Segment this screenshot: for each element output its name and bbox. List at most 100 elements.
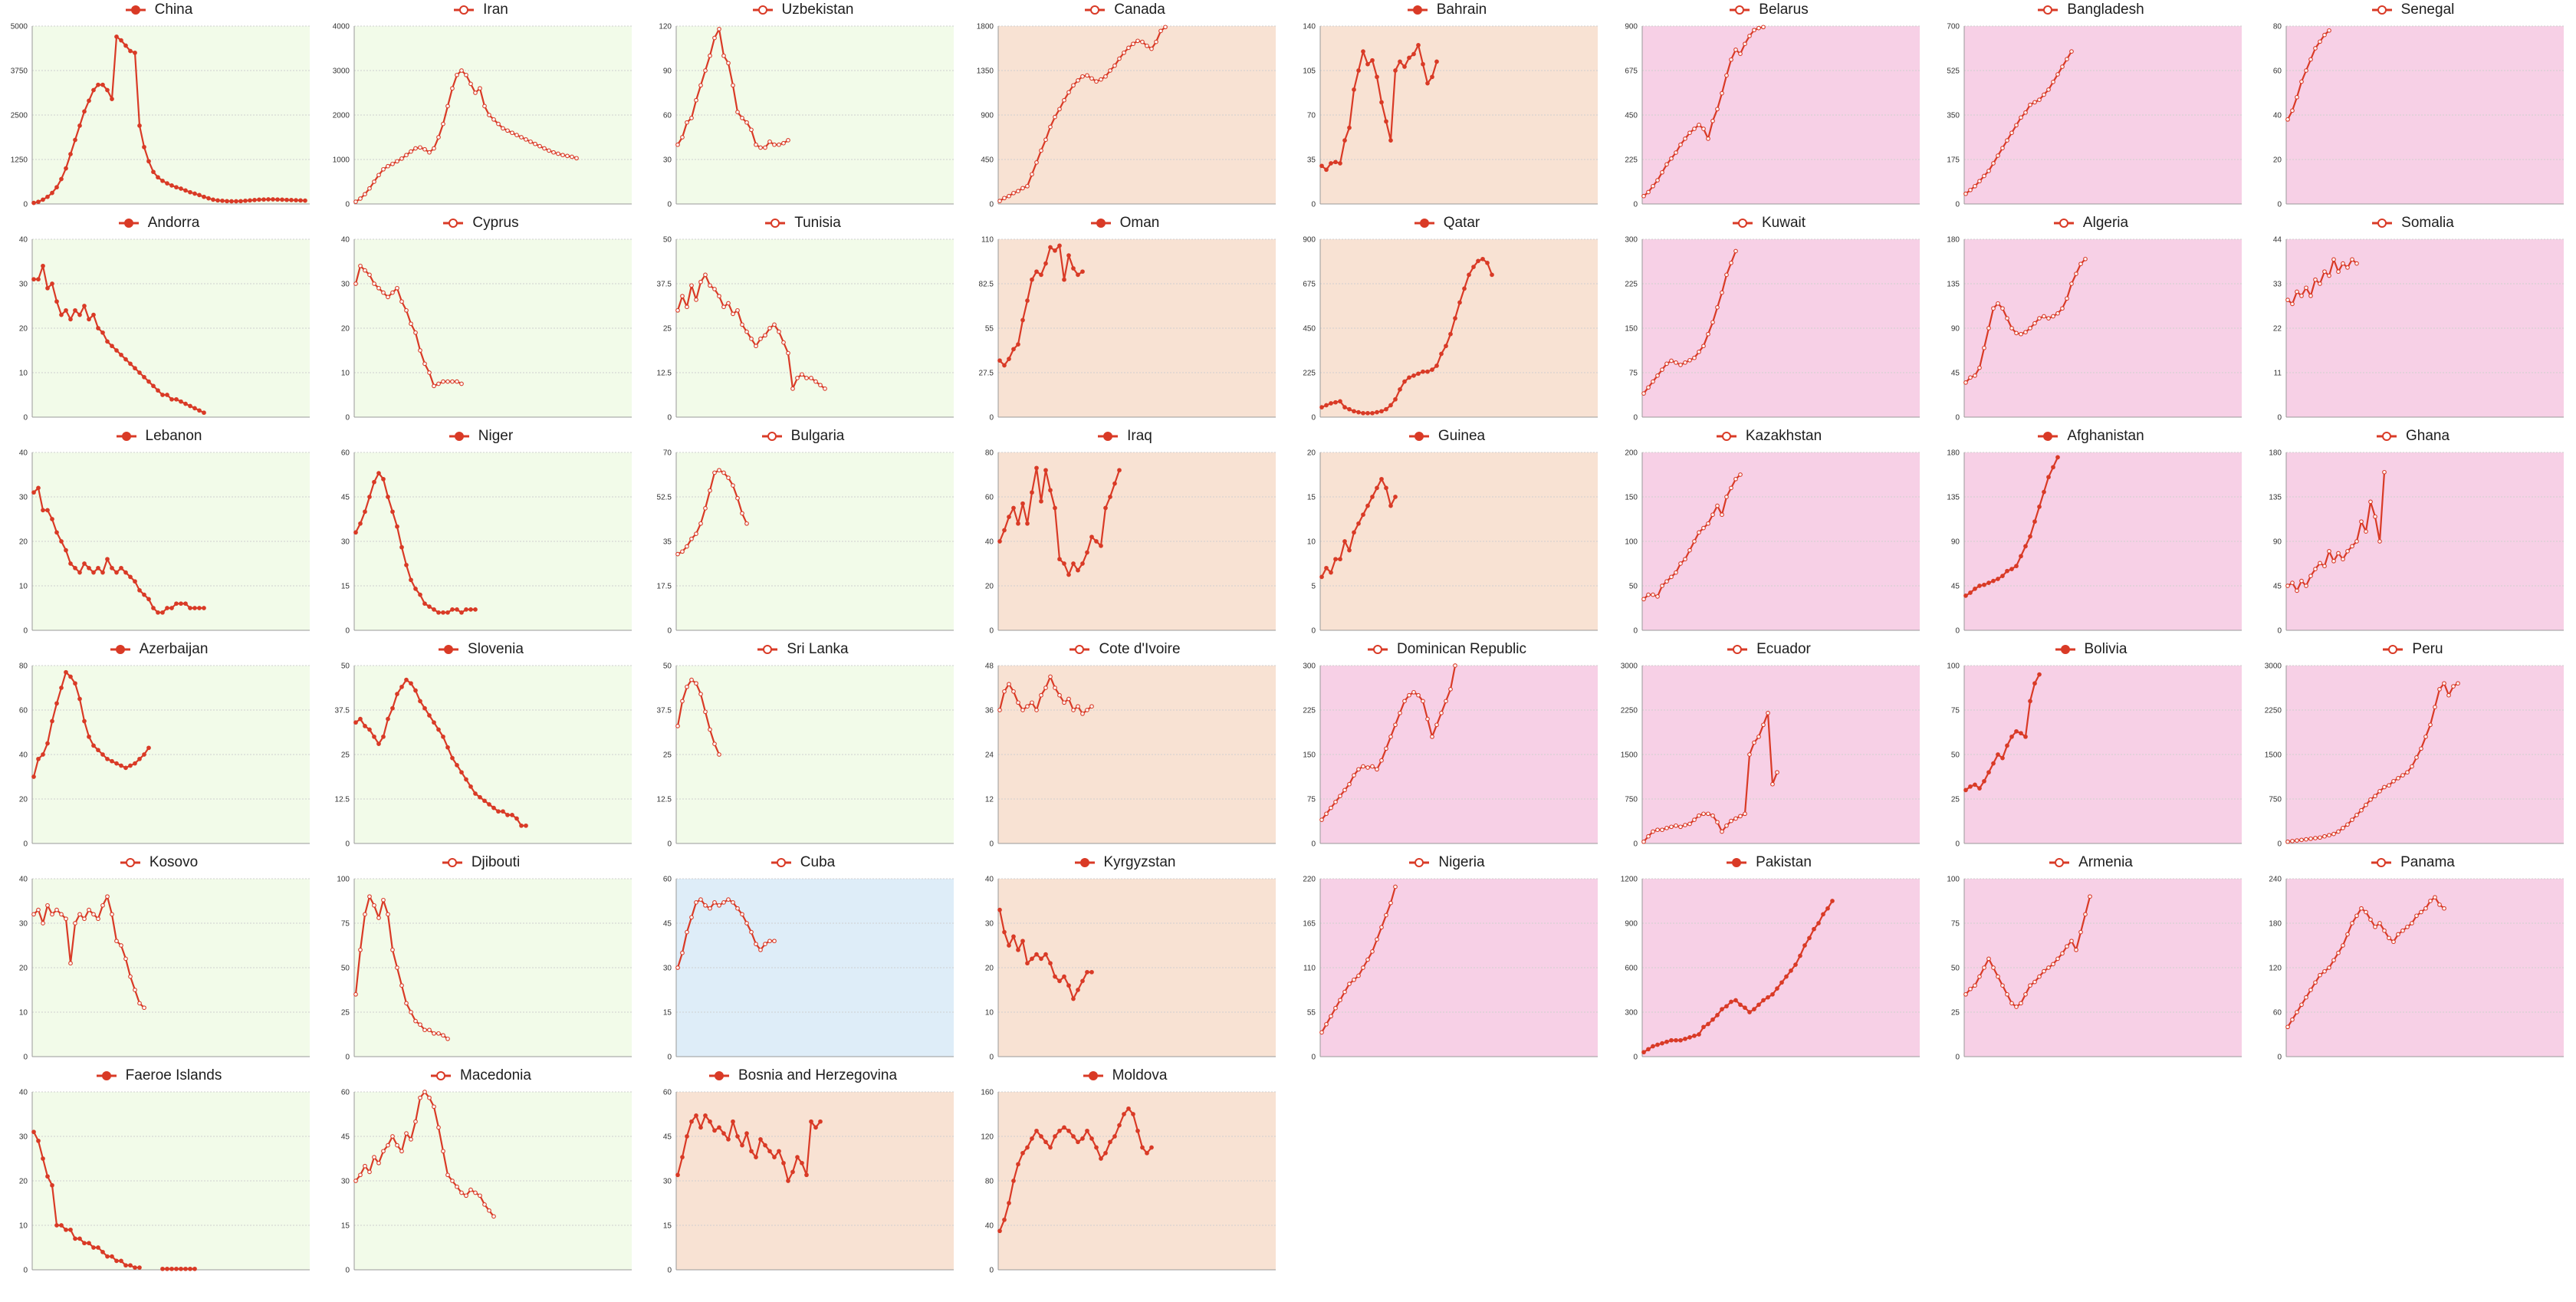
data-point [2290, 301, 2295, 307]
data-point [680, 699, 685, 704]
data-point [432, 720, 436, 725]
data-point [427, 604, 432, 609]
data-point [491, 805, 496, 810]
data-point [372, 903, 376, 908]
data-point [1319, 817, 1324, 822]
chart-title-text: Bangladesh [2067, 2, 2144, 18]
y-tick-label: 3000 [333, 67, 350, 76]
chart-panel: Nigeria 0 55 110 165 220 [1288, 853, 1605, 1061]
data-point [1020, 186, 1025, 191]
data-point [1701, 1024, 1706, 1030]
y-tick-label: 0 [1633, 1054, 1638, 1062]
data-point [482, 798, 487, 804]
data-point [1333, 1005, 1338, 1011]
data-point [36, 756, 41, 761]
data-point [1370, 764, 1375, 769]
y-tick-label: 50 [1951, 965, 1960, 973]
data-point [110, 565, 114, 570]
y-tick-label: 135 [1947, 281, 1960, 289]
y-tick-label: 165 [1303, 920, 1316, 929]
chart-title: Ecuador [1610, 639, 1927, 659]
data-point [2327, 273, 2331, 278]
data-point [2042, 968, 2046, 974]
data-point [363, 192, 367, 197]
data-point [1669, 824, 1674, 830]
data-point [2014, 1004, 2019, 1009]
data-point [455, 1184, 459, 1189]
y-tick-label: 20 [19, 325, 28, 334]
chart-title: Kuwait [1610, 213, 1927, 233]
data-point [2037, 974, 2042, 979]
data-point [2308, 988, 2313, 992]
data-point [1453, 316, 1457, 321]
y-tick-label: 36 [985, 707, 994, 715]
data-point [2318, 561, 2322, 566]
chart-panel: Bangladesh 0 175 350 525 700 [1932, 0, 2249, 209]
data-point [54, 1223, 59, 1228]
data-point [1324, 403, 1329, 408]
data-point [1016, 947, 1020, 952]
data-point [1683, 136, 1687, 141]
y-tick-label: 30 [19, 920, 28, 929]
data-point [1048, 674, 1053, 679]
data-point [1034, 269, 1039, 275]
y-tick-label: 2000 [333, 112, 350, 120]
data-point [1324, 811, 1329, 817]
data-point [1738, 1002, 1743, 1008]
data-point [399, 983, 404, 988]
data-point [1697, 1032, 1701, 1037]
data-point [464, 72, 468, 77]
y-tick-label: 0 [1633, 840, 1638, 849]
data-point [1706, 136, 1710, 141]
y-tick-label: 20 [985, 583, 994, 591]
y-tick-label: 0 [1955, 1054, 1960, 1062]
y-tick-label: 225 [1303, 370, 1316, 378]
data-point [64, 669, 68, 675]
data-point [570, 154, 574, 159]
data-point [1342, 405, 1347, 409]
data-point [708, 727, 712, 732]
data-point [2019, 1001, 2023, 1006]
data-point [1393, 68, 1398, 73]
y-tick-label: 300 [1625, 1009, 1638, 1018]
data-point [367, 727, 372, 732]
data-point [735, 307, 740, 313]
data-point [1043, 468, 1048, 473]
chart-title: Bangladesh [1932, 0, 2249, 20]
data-point [1030, 700, 1034, 705]
data-point [501, 126, 505, 131]
data-point [694, 298, 698, 302]
data-point [1798, 953, 1802, 958]
y-tick-label: 40 [985, 1222, 994, 1231]
data-point [445, 610, 450, 615]
data-point [1402, 64, 1407, 69]
data-point [1715, 107, 1720, 112]
chart-title: Kazakhstan [1610, 426, 1927, 446]
data-point [353, 281, 358, 286]
chart-panel: Tunisia 0 12.5 25 37.5 50 [644, 213, 961, 422]
y-tick-label: 11 [2274, 370, 2282, 378]
data-point [675, 1172, 680, 1178]
data-point [1356, 767, 1361, 772]
data-point [703, 68, 708, 73]
data-point [786, 138, 790, 143]
data-point [1651, 829, 1655, 834]
data-point [73, 307, 77, 313]
data-point [1025, 1145, 1030, 1150]
data-point [1641, 391, 1646, 396]
data-point [2051, 465, 2055, 470]
data-point [1996, 301, 2000, 306]
data-point [2373, 794, 2377, 798]
data-point [1651, 183, 1655, 189]
data-point [1002, 363, 1007, 368]
data-point [777, 1149, 781, 1154]
data-point [1108, 495, 1112, 499]
data-point [2341, 943, 2345, 948]
data-point [1057, 1128, 1062, 1133]
data-point [87, 734, 91, 739]
